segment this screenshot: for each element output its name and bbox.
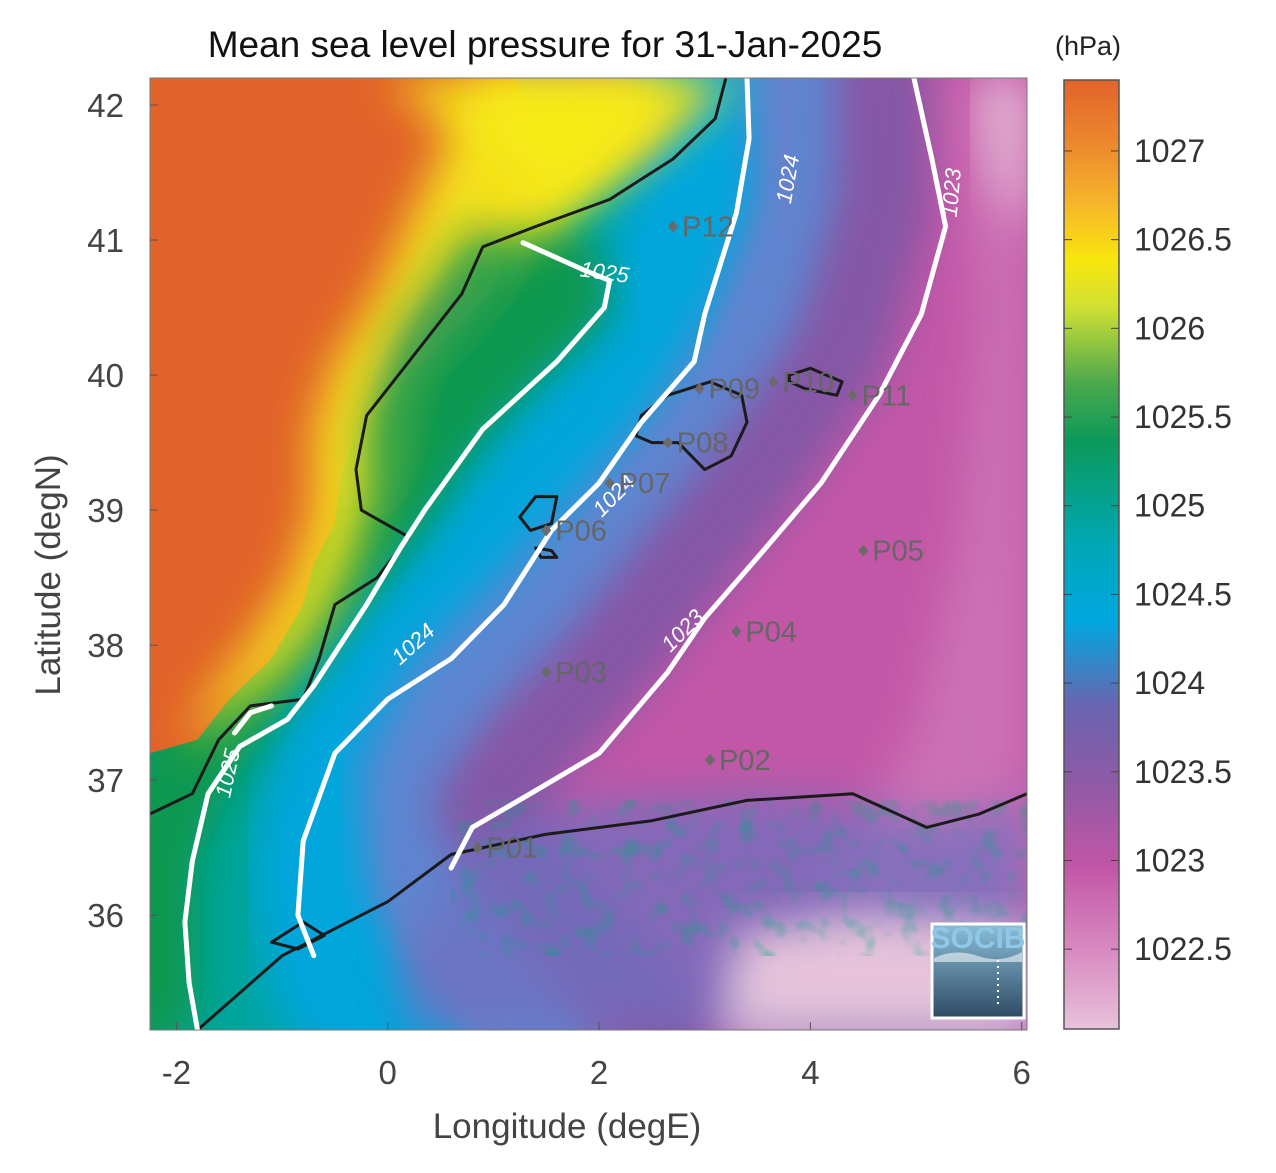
station-marker-p03: [541, 666, 552, 679]
isobar-1023: [448, 78, 949, 871]
station-label-p12: P12: [682, 212, 734, 244]
coast-iberia: [150, 78, 728, 816]
y-tick-label: 42: [87, 87, 124, 124]
x-tick-label: -2: [162, 1054, 191, 1091]
colorbar-gradient: [1063, 79, 1120, 1030]
station-label-p03: P03: [555, 657, 607, 689]
coastal-green-strip: [334, 226, 536, 592]
y-tick-label: 39: [87, 492, 124, 529]
colorbar-tick-label: 1025: [1134, 488, 1205, 524]
x-tick-label: 2: [590, 1054, 608, 1091]
logo-wave-icon: [934, 952, 1022, 962]
y-tick-label: 40: [87, 357, 124, 394]
coast-africa: [196, 792, 1027, 1030]
station-marker-p01: [472, 841, 483, 854]
y-tick-label: 38: [87, 627, 124, 664]
coast-formentera: [534, 546, 559, 559]
isobar-1024: [295, 78, 752, 959]
coast-ibiza: [518, 495, 559, 532]
colorbar-unit: (hPa): [1055, 31, 1121, 61]
y-axis-ticks: 36 37 38 39 40 41 42: [87, 87, 158, 934]
station-label-p06: P06: [555, 515, 607, 547]
northern-highlands: [472, 78, 684, 227]
logo-box: [930, 922, 1026, 1020]
colorbar: (hPa) 1022.5 1023 1023.5 1024 1024.5 1025 1025…: [1055, 31, 1232, 1030]
station-label-p08: P08: [677, 428, 729, 460]
colorbar-tick-label: 1024: [1134, 665, 1205, 701]
coastal-fringe: [187, 78, 737, 754]
isobar-1025: [182, 240, 613, 1030]
station-marker-p06: [541, 524, 552, 537]
station-marker-p12: [668, 220, 679, 233]
station-label-p10: P10: [782, 367, 834, 399]
colorbar-tick-label: 1025.5: [1134, 399, 1232, 435]
station-marker-p05: [858, 544, 869, 557]
station-marker-p10: [768, 375, 779, 388]
colorbar-tick-label: 1026: [1134, 310, 1205, 346]
colorbar-tick-label: 1023.5: [1134, 754, 1232, 790]
colorbar-tick-label: 1022.5: [1134, 931, 1232, 967]
coast-alboran: [270, 920, 326, 951]
y-tick-label: 36: [87, 897, 124, 934]
coast-menorca: [787, 366, 844, 397]
isobar-label: 1023: [937, 166, 966, 218]
station-label-p01: P01: [487, 833, 539, 865]
colorbar-ticks: 1022.5 1023 1023.5 1024 1024.5 1025 1025.5 1026…: [1064, 133, 1232, 967]
colorbar-tick-label: 1026.5: [1134, 222, 1232, 258]
band-1024: [249, 78, 780, 1030]
x-tick-label: 6: [1013, 1054, 1031, 1091]
station-marker-p08: [662, 436, 673, 449]
station-marker-p07: [604, 477, 615, 490]
logo-text: SOCIB: [930, 922, 1025, 955]
x-tick-label: 4: [801, 1054, 819, 1091]
station-marker-p04: [731, 625, 742, 638]
station-marker-p11: [847, 389, 858, 402]
colorbar-tick-label: 1027: [1134, 133, 1205, 169]
station-label-p07: P07: [619, 468, 671, 500]
x-tick-label: 0: [379, 1054, 397, 1091]
map-frame: [149, 77, 1028, 1031]
low-pressure-region: [736, 78, 1027, 1030]
station-label-p04: P04: [745, 617, 797, 649]
station-marker-p09: [694, 382, 705, 395]
socib-logo: SOCIB: [930, 922, 1026, 1020]
y-tick-label: 41: [87, 222, 124, 259]
y-tick-label: 37: [87, 762, 124, 799]
station-label-p11: P11: [862, 380, 911, 412]
chart-title: Mean sea level pressure for 31-Jan-2025: [208, 24, 883, 65]
station-label-p05: P05: [872, 536, 924, 568]
low-pressure-corner-ne: [979, 78, 1027, 240]
station-marker-p02: [705, 753, 716, 766]
x-axis-ticks: -2 0 2 4 6: [162, 1022, 1031, 1091]
isobar-1025: [232, 703, 274, 736]
x-axis-label: Longitude (degE): [433, 1107, 702, 1146]
colorbar-tick-label: 1024.5: [1134, 576, 1232, 612]
station-label-p02: P02: [719, 745, 771, 777]
y-axis-label: Latitude (degN): [29, 454, 68, 695]
colorbar-tick-label: 1023: [1134, 842, 1205, 878]
station-label-p09: P09: [708, 374, 760, 406]
